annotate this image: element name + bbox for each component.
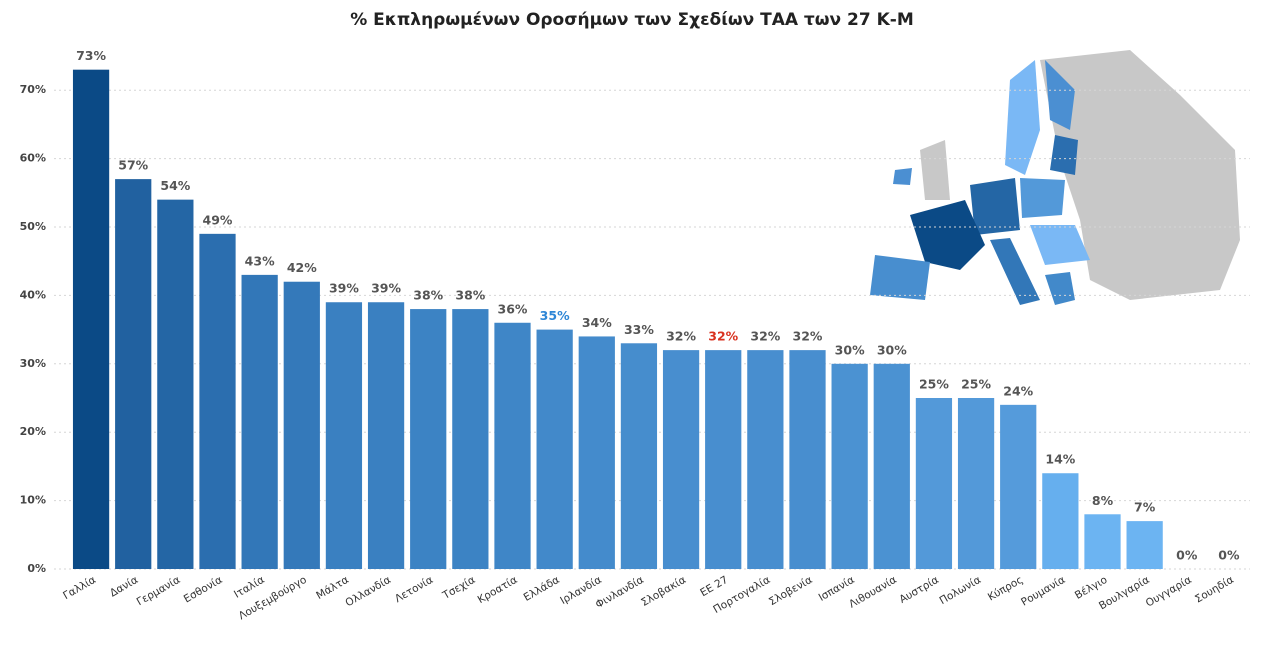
bar [578, 336, 615, 569]
value-label: 8% [1092, 493, 1114, 508]
bar [452, 309, 489, 569]
chart-title: % Εκπληρωμένων Οροσήμων των Σχεδίων ΤΑΑ … [350, 10, 914, 30]
x-tick-label: Φινλανδία [594, 574, 646, 611]
y-tick-label: 10% [20, 494, 46, 507]
value-label: 25% [961, 377, 991, 392]
value-label: 32% [666, 329, 696, 344]
value-label: 49% [203, 212, 233, 227]
x-tick-label: Δανία [108, 574, 140, 600]
value-label: 57% [118, 158, 148, 173]
bar [915, 398, 953, 569]
value-label: 0% [1218, 548, 1240, 563]
value-label: 39% [329, 281, 359, 296]
value-label: 32% [750, 329, 780, 344]
bar [157, 199, 194, 569]
value-label: 30% [835, 342, 865, 357]
value-label: 39% [371, 281, 401, 296]
bar [410, 309, 447, 569]
bar [325, 302, 363, 569]
value-label: 24% [1003, 383, 1033, 398]
bar [241, 274, 278, 569]
bar [831, 363, 868, 569]
x-tick-label: Ολλανδία [343, 574, 393, 610]
value-label: 25% [919, 377, 949, 392]
bar [747, 350, 784, 569]
value-label: 35% [540, 308, 570, 323]
x-tick-label: Λιθουανία [847, 574, 899, 611]
x-tick-label: Πολωνία [938, 574, 984, 607]
bar [283, 281, 320, 569]
bar [1042, 473, 1079, 569]
bar [705, 350, 742, 569]
value-label: 36% [498, 301, 528, 316]
y-tick-label: 40% [20, 288, 46, 301]
bar [367, 302, 405, 569]
value-label: 73% [76, 48, 106, 63]
bar [199, 233, 236, 569]
value-label: 0% [1176, 548, 1198, 563]
value-label: 34% [582, 315, 612, 330]
y-tick-label: 70% [20, 83, 46, 96]
y-tick-label: 20% [20, 425, 46, 438]
value-label: 42% [287, 260, 317, 275]
bar [620, 343, 658, 569]
bar [115, 179, 152, 569]
x-tick-label: Ρουμανία [1019, 574, 1067, 609]
bar [662, 350, 700, 569]
x-tick-label: Τσεχία [440, 574, 477, 603]
x-tick-label: Ελλάδα [522, 574, 562, 604]
europe-map [870, 50, 1240, 305]
bar [72, 69, 110, 570]
y-tick-label: 60% [20, 152, 46, 165]
x-tick-label: Αυστρία [897, 574, 941, 606]
x-tick-label: Γερμανία [135, 574, 183, 608]
value-label: 7% [1134, 500, 1156, 515]
bar [494, 322, 531, 569]
bar [957, 398, 995, 569]
x-tick-label: Σλοβενία [767, 574, 815, 608]
y-tick-label: 30% [20, 357, 46, 370]
bar [873, 363, 910, 569]
value-label: 43% [245, 253, 275, 268]
x-tick-label: Γαλλία [61, 574, 98, 602]
bar [536, 329, 573, 569]
x-tick-label: ΕΕ 27 [698, 574, 730, 599]
bar [1084, 514, 1121, 569]
value-label: 54% [160, 178, 190, 193]
value-label: 33% [624, 322, 654, 337]
bar [1000, 404, 1037, 569]
x-tick-label: Σουηδία [1193, 574, 1236, 606]
value-label: 32% [708, 329, 738, 344]
x-tick-label: Κροατία [476, 574, 520, 606]
bar [1126, 521, 1163, 569]
x-tick-label: Λετονία [393, 574, 435, 605]
value-label: 30% [877, 342, 907, 357]
y-tick-label: 50% [20, 220, 46, 233]
value-label: 14% [1045, 452, 1075, 467]
value-label: 32% [793, 329, 823, 344]
x-tick-label: Ουγγαρία [1144, 574, 1194, 610]
value-label: 38% [455, 288, 485, 303]
bar [789, 350, 826, 569]
y-tick-label: 0% [27, 562, 46, 575]
x-tick-label: Σλοβακία [639, 574, 688, 609]
x-tick-label: Εσθονία [182, 574, 225, 606]
value-label: 38% [413, 288, 443, 303]
